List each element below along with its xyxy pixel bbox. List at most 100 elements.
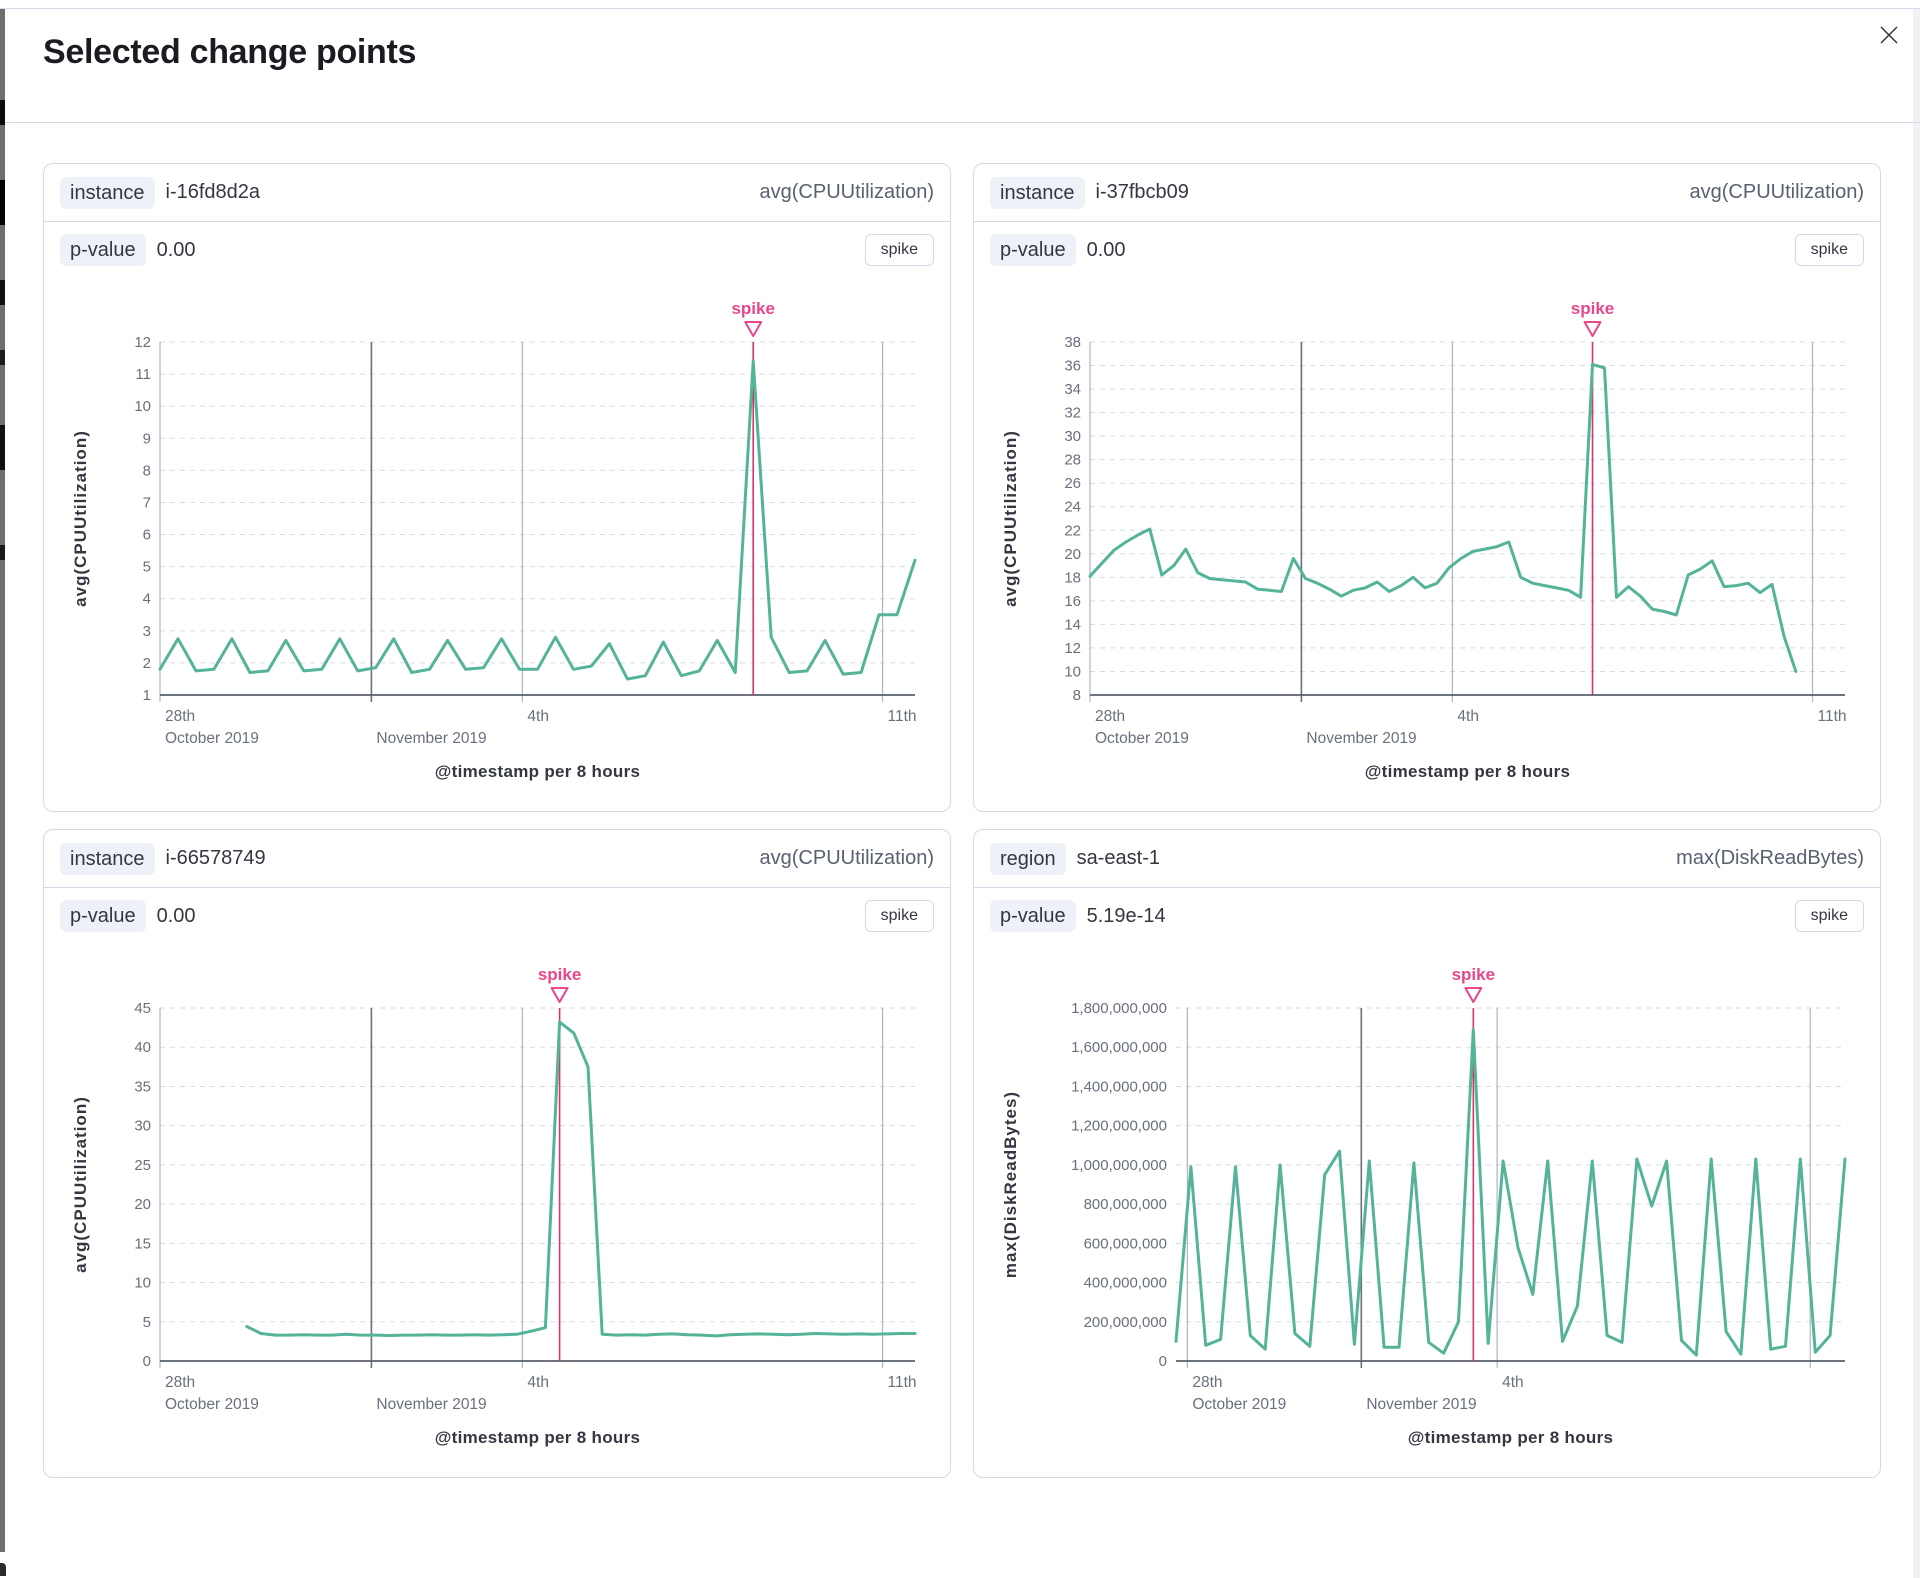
change-point-chart[interactable]: 0 5 10 15 20 25 30 35 40 45 28th October 2019 Novemb… (60, 946, 936, 1461)
svg-text:18: 18 (1064, 569, 1081, 586)
svg-text:1,400,000,000: 1,400,000,000 (1071, 1078, 1167, 1095)
card-header: instance i-37fbcb09 avg(CPUUtilization) (974, 164, 1880, 222)
svg-text:22: 22 (1064, 522, 1081, 539)
svg-text:32: 32 (1064, 405, 1081, 422)
svg-text:24: 24 (1064, 499, 1081, 516)
change-point-card-3: instance i-66578749 avg(CPUUtilization) … (43, 829, 951, 1478)
field-badge: instance (60, 176, 155, 209)
change-point-card-2: instance i-37fbcb09 avg(CPUUtilization) … (973, 163, 1881, 812)
svg-text:October 2019: October 2019 (1192, 1396, 1286, 1413)
svg-text:30: 30 (134, 1118, 151, 1135)
svg-text:4th: 4th (527, 1374, 549, 1391)
field-badge: instance (990, 176, 1085, 209)
svg-text:28th: 28th (165, 1374, 195, 1391)
card-subheader: p-value 0.00 spike (974, 222, 1880, 278)
svg-text:October 2019: October 2019 (165, 730, 259, 747)
svg-text:4: 4 (143, 591, 151, 608)
svg-text:25: 25 (134, 1157, 151, 1174)
modal-title: Selected change points (43, 33, 417, 71)
svg-text:@timestamp per 8 hours: @timestamp per 8 hours (1365, 762, 1571, 781)
change-point-grid: instance i-16fd8d2a avg(CPUUtilization) … (43, 163, 1881, 1478)
svg-text:11th: 11th (888, 708, 917, 725)
svg-text:28: 28 (1064, 452, 1081, 469)
svg-text:5: 5 (143, 559, 151, 576)
svg-text:11th: 11th (1818, 708, 1847, 725)
svg-text:November 2019: November 2019 (1366, 1396, 1476, 1413)
change-point-chart[interactable]: 0 200,000,000 400,000,000 600,000,000 800,00… (990, 946, 1866, 1461)
svg-text:26: 26 (1064, 475, 1081, 492)
field-badge: instance (60, 842, 155, 875)
change-point-type-badge: spike (1794, 900, 1864, 932)
svg-text:10: 10 (134, 398, 151, 415)
svg-text:800,000,000: 800,000,000 (1084, 1196, 1167, 1213)
p-value-badge: p-value (60, 900, 146, 932)
svg-text:4th: 4th (1457, 708, 1479, 725)
svg-text:0: 0 (1159, 1353, 1167, 1370)
svg-text:38: 38 (1064, 334, 1081, 351)
svg-text:20: 20 (134, 1196, 151, 1213)
change-point-chart[interactable]: 1 2 3 4 5 6 7 8 9 10 11 12 28th October 2019 November … (60, 280, 936, 795)
close-icon (1880, 26, 1898, 44)
metric-label: avg(CPUUtilization) (1689, 181, 1865, 203)
card-subheader: p-value 0.00 spike (44, 888, 950, 944)
svg-text:1: 1 (143, 687, 151, 704)
svg-text:spike: spike (1571, 299, 1614, 318)
svg-text:6: 6 (143, 527, 151, 544)
svg-text:20: 20 (1064, 546, 1081, 563)
p-value-badge: p-value (990, 900, 1076, 932)
metric-label: max(DiskReadBytes) (1676, 847, 1864, 869)
svg-text:7: 7 (143, 494, 151, 511)
card-header: instance i-66578749 avg(CPUUtilization) (44, 830, 950, 888)
svg-text:30: 30 (1064, 428, 1081, 445)
svg-text:11: 11 (135, 366, 151, 383)
svg-text:40: 40 (134, 1039, 151, 1056)
svg-text:November 2019: November 2019 (1306, 730, 1416, 747)
background-page-edge-left (0, 9, 5, 1552)
p-value: 0.00 (156, 238, 196, 261)
svg-text:October 2019: October 2019 (1095, 730, 1189, 747)
svg-text:45: 45 (134, 1000, 151, 1017)
svg-text:28th: 28th (165, 708, 195, 725)
change-point-type-badge: spike (864, 900, 934, 932)
svg-text:28th: 28th (1095, 708, 1125, 725)
change-point-type-badge: spike (1794, 234, 1864, 266)
svg-text:@timestamp per 8 hours: @timestamp per 8 hours (1408, 1428, 1614, 1447)
background-page-fragment (0, 1563, 6, 1576)
card-subheader: p-value 5.19e-14 spike (974, 888, 1880, 944)
svg-text:4th: 4th (1502, 1374, 1524, 1391)
p-value: 0.00 (1086, 238, 1126, 261)
svg-text:12: 12 (134, 334, 151, 351)
change-point-type-badge: spike (864, 234, 934, 266)
svg-text:400,000,000: 400,000,000 (1084, 1275, 1167, 1292)
svg-text:35: 35 (134, 1078, 151, 1095)
background-page-edge-right (1913, 9, 1920, 1578)
svg-text:November 2019: November 2019 (376, 730, 486, 747)
change-point-card-4: region sa-east-1 max(DiskReadBytes) p-va… (973, 829, 1881, 1478)
field-value: i-16fd8d2a (165, 181, 261, 203)
svg-text:28th: 28th (1192, 1374, 1222, 1391)
change-point-chart[interactable]: 8 10 12 14 16 18 20 22 24 26 28 30 32 34 36 38 28th Octob… (990, 280, 1866, 795)
close-button[interactable] (1870, 16, 1908, 54)
svg-text:600,000,000: 600,000,000 (1084, 1235, 1167, 1252)
card-header: region sa-east-1 max(DiskReadBytes) (974, 830, 1880, 888)
svg-text:4th: 4th (527, 708, 549, 725)
metric-label: avg(CPUUtilization) (759, 847, 935, 869)
field-value: i-37fbcb09 (1095, 181, 1189, 203)
svg-text:max(DiskReadBytes): max(DiskReadBytes) (1001, 1091, 1020, 1278)
svg-text:8: 8 (143, 462, 151, 479)
svg-text:10: 10 (1064, 663, 1081, 680)
metric-label: avg(CPUUtilization) (759, 181, 935, 203)
card-header: instance i-16fd8d2a avg(CPUUtilization) (44, 164, 950, 222)
svg-text:October 2019: October 2019 (165, 1396, 259, 1413)
field-value: i-66578749 (165, 847, 266, 869)
svg-text:avg(CPUUtilization): avg(CPUUtilization) (1001, 430, 1020, 607)
svg-text:spike: spike (1452, 965, 1495, 984)
p-value-badge: p-value (60, 234, 146, 266)
page-top-divider (0, 8, 1920, 9)
svg-text:9: 9 (143, 430, 151, 447)
svg-text:spike: spike (731, 299, 774, 318)
svg-text:0: 0 (143, 1353, 151, 1370)
svg-text:15: 15 (134, 1235, 151, 1252)
modal-header-divider (5, 122, 1920, 123)
svg-text:34: 34 (1064, 381, 1081, 398)
